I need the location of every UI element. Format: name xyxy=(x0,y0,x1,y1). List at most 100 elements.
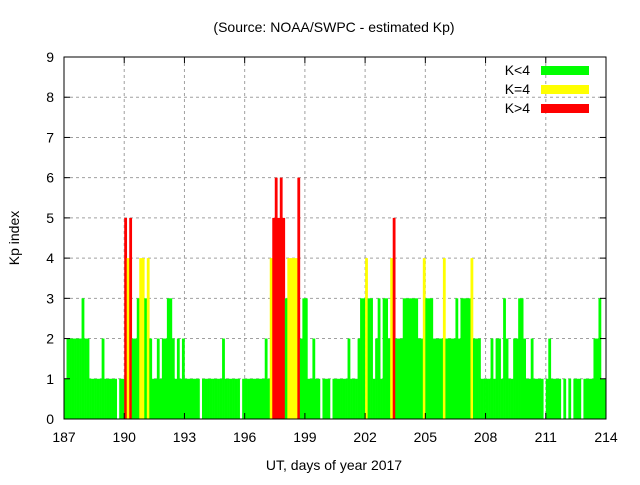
kp-bar xyxy=(174,378,178,419)
kp-bar xyxy=(553,378,557,419)
kp-bar xyxy=(207,378,210,419)
kp-bar xyxy=(146,258,150,419)
kp-bar xyxy=(161,338,165,419)
kp-bar xyxy=(181,338,185,419)
kp-bar xyxy=(86,338,90,419)
kp-bar xyxy=(81,298,85,419)
kp-bar xyxy=(593,338,597,419)
kp-bar xyxy=(555,378,559,419)
kp-bar xyxy=(490,338,494,419)
kp-bar xyxy=(465,298,469,419)
kp-bar xyxy=(457,338,461,419)
legend-swatch xyxy=(541,66,589,75)
kp-bar xyxy=(578,378,582,419)
kp-bar xyxy=(314,378,318,419)
kp-bar xyxy=(154,378,158,419)
kp-bar xyxy=(307,378,311,419)
legend-label: K=4 xyxy=(505,81,531,97)
x-tick-label: 211 xyxy=(535,429,558,445)
kp-bar xyxy=(96,378,100,419)
y-tick-label: 7 xyxy=(46,129,54,145)
kp-bar xyxy=(224,378,228,419)
kp-bar xyxy=(380,378,383,419)
kp-bar xyxy=(548,338,552,419)
kp-bar xyxy=(347,338,351,419)
legend-label: K<4 xyxy=(505,62,531,78)
kp-bar xyxy=(377,298,381,419)
kp-bar xyxy=(370,298,373,419)
kp-bar xyxy=(410,298,414,419)
kp-bar xyxy=(129,217,133,419)
kp-bar xyxy=(568,378,572,419)
kp-bar xyxy=(309,378,313,419)
chart-title: (Source: NOAA/SWPC - estimated Kp) xyxy=(213,19,454,35)
kp-bar xyxy=(523,338,527,419)
kp-bar xyxy=(495,338,499,419)
kp-bar xyxy=(134,338,138,419)
kp-bar xyxy=(229,378,233,419)
kp-bar xyxy=(460,298,464,419)
kp-bar xyxy=(189,378,193,419)
kp-bar xyxy=(294,258,298,419)
kp-bar xyxy=(485,378,489,419)
kp-bar xyxy=(355,378,358,419)
kp-bar xyxy=(600,378,604,419)
kp-bar xyxy=(382,298,386,419)
kp-bar xyxy=(397,338,401,419)
kp-bar xyxy=(415,298,419,419)
kp-bar xyxy=(585,378,589,419)
y-tick-label: 2 xyxy=(46,331,54,347)
kp-bar xyxy=(390,258,394,419)
kp-bar xyxy=(440,338,444,419)
kp-bar xyxy=(257,378,261,419)
kp-bar xyxy=(505,338,509,419)
kp-bar xyxy=(292,258,296,419)
kp-bar xyxy=(525,378,529,419)
kp-bar xyxy=(583,378,587,419)
kp-bar xyxy=(302,298,306,419)
kp-bar xyxy=(69,338,72,419)
kp-bar xyxy=(79,338,82,419)
kp-bar xyxy=(237,378,240,419)
kp-bar xyxy=(247,378,250,419)
kp-bar xyxy=(111,378,115,419)
kp-bar xyxy=(445,338,449,419)
kp-bar xyxy=(498,338,501,419)
kp-bar xyxy=(222,338,225,419)
kp-bar xyxy=(126,258,130,419)
kp-bar xyxy=(151,378,155,419)
kp-bar xyxy=(297,177,301,419)
kp-bar xyxy=(367,298,371,419)
kp-bar xyxy=(432,338,436,419)
kp-bar xyxy=(144,298,148,419)
kp-bar xyxy=(109,378,112,419)
kp-bar xyxy=(513,338,516,419)
kp-bar xyxy=(493,378,496,419)
kp-bar xyxy=(558,378,562,419)
kp-bar xyxy=(520,298,524,419)
kp-bar xyxy=(462,298,466,419)
kp-bar xyxy=(141,258,145,419)
y-axis-label: Kp index xyxy=(6,211,22,265)
kp-bar xyxy=(164,338,168,419)
kp-bar xyxy=(540,378,544,419)
kp-bar xyxy=(588,378,592,419)
kp-bar xyxy=(417,338,421,419)
kp-bar xyxy=(267,378,271,419)
kp-bar xyxy=(282,217,286,419)
kp-bar xyxy=(64,378,67,419)
kp-bar xyxy=(324,378,328,419)
kp-bar xyxy=(392,217,396,419)
x-axis-label: UT, days of year 2017 xyxy=(266,457,402,473)
kp-bar xyxy=(357,338,361,419)
legend-swatch xyxy=(541,104,589,113)
kp-bar xyxy=(467,298,471,419)
grid-lines xyxy=(64,57,606,419)
kp-bar xyxy=(99,378,102,419)
kp-bar xyxy=(500,378,504,419)
kp-bar xyxy=(209,378,213,419)
kp-bar xyxy=(196,378,200,419)
kp-bar xyxy=(528,378,532,419)
x-tick-label: 199 xyxy=(293,429,317,445)
